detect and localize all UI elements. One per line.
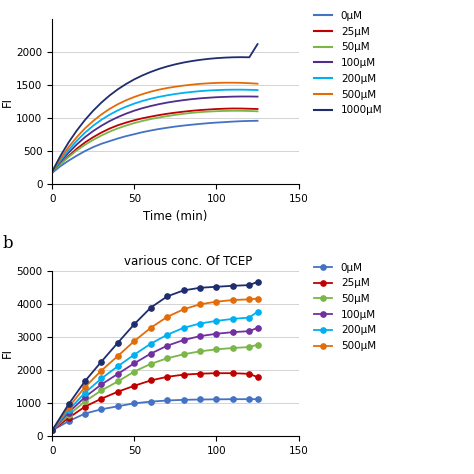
Legend: 0μM, 25μM, 50μM, 100μM, 200μM, 500μM, 1000μM: 0μM, 25μM, 50μM, 100μM, 200μM, 500μM, 10… [314,11,383,115]
Text: b: b [2,235,13,252]
Title: various conc. Of TCEP: various conc. Of TCEP [124,255,252,268]
Legend: 0μM, 25μM, 50μM, 100μM, 200μM, 500μM: 0μM, 25μM, 50μM, 100μM, 200μM, 500μM [314,263,376,351]
Y-axis label: FI: FI [0,97,13,107]
X-axis label: Time (min): Time (min) [143,210,208,223]
Y-axis label: FI: FI [0,348,14,358]
